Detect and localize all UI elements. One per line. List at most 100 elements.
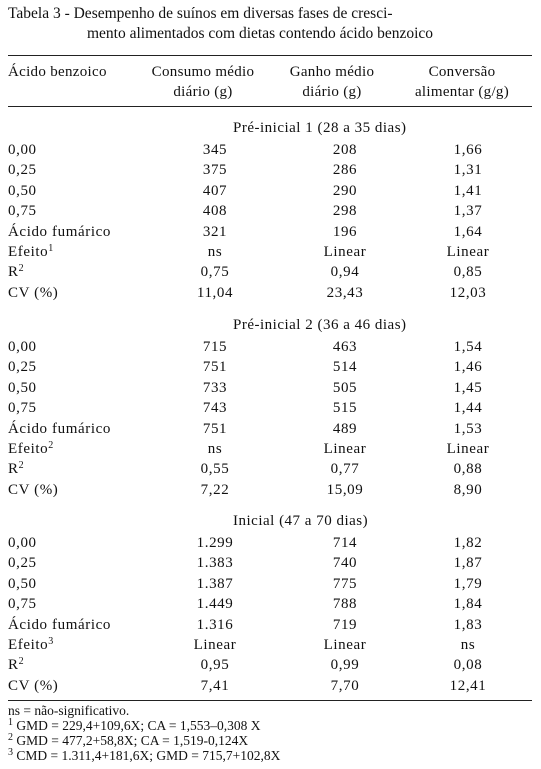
table-row: R2 0,95 0,99 0,08 — [8, 655, 532, 676]
row-label-superscript: 2 — [48, 440, 54, 451]
ganho-medio-value: 775 — [332, 575, 358, 592]
conversao-alimentar-value: Linear — [446, 244, 490, 260]
row-label-text: 0,00 — [8, 142, 37, 158]
row-label: 0,00 — [8, 140, 37, 161]
footnote-2-text: GMD = 477,2+58,8X; CA = 1,519-0,124X — [13, 733, 249, 748]
conversao-alimentar-value: 1,82 — [453, 535, 483, 551]
table-row: 0,00 1.299 714 1,82 — [8, 533, 532, 554]
row-label: Ácido fumárico — [8, 615, 111, 636]
table-row: 0,25 1.383 740 1,87 — [8, 553, 532, 574]
section-title: Pré-inicial 1 (28 a 35 dias) — [233, 120, 407, 136]
ganho-medio-value: 489 — [332, 420, 358, 437]
section-title: Pré-inicial 2 (36 a 46 dias) — [233, 317, 407, 333]
ganho-medio-value: Linear — [323, 244, 367, 260]
row-label: 0,00 — [8, 533, 37, 554]
conversao-alimentar-value: 1,37 — [453, 203, 483, 220]
consumo-medio-value: 345 — [202, 142, 228, 158]
ganho-medio-value: 788 — [332, 596, 358, 613]
footnote-1: 1 GMD = 229,4+109,6X; CA = 1,553–0,308 X — [8, 718, 280, 734]
consumo-medio-value: 375 — [202, 162, 228, 179]
ganho-medio-value: 15,09 — [326, 481, 364, 498]
row-label-text: R — [8, 657, 19, 674]
conversao-alimentar-value: 12,03 — [449, 284, 487, 301]
header-consumo-line1: Consumo médio — [151, 64, 255, 80]
consumo-medio-value: 715 — [202, 339, 228, 355]
row-label-text: 0,00 — [8, 535, 37, 551]
footnote-1-text: GMD = 229,4+109,6X; CA = 1,553–0,308 X — [13, 718, 261, 733]
footnote-3: 3 CMD = 1.311,4+181,6X; GMD = 715,7+102,… — [8, 747, 281, 764]
table-row: Ácido fumárico 751 489 1,53 — [8, 419, 532, 440]
row-label-text: 0,50 — [8, 575, 37, 592]
header-acido-benzoico: Ácido benzoico — [8, 64, 107, 80]
row-label-superscript: 3 — [48, 636, 54, 647]
table-row: R2 0,75 0,94 0,85 — [8, 262, 532, 283]
table-row: Ácido fumárico 321 196 1,64 — [8, 222, 532, 243]
conversao-alimentar-value: 8,90 — [453, 481, 483, 498]
ganho-medio-value: 298 — [332, 203, 358, 220]
table-row: 0,50 1.387 775 1,79 — [8, 574, 532, 595]
consumo-medio-value: 0,95 — [200, 657, 230, 674]
row-label-text: 0,25 — [8, 162, 37, 179]
consumo-medio-value: Linear — [193, 637, 237, 653]
caption-line-2: mento alimentados com dietas contendo ác… — [87, 25, 434, 42]
row-label-text: CV (%) — [8, 284, 59, 301]
row-label: Efeito2 — [8, 439, 54, 460]
row-label: 0,50 — [8, 574, 37, 595]
row-label-text: 0,75 — [8, 203, 37, 220]
row-label-text: 0,00 — [8, 339, 37, 355]
row-label-text: R — [8, 461, 19, 478]
consumo-medio-value: 1.383 — [196, 555, 234, 572]
bottom-rule — [8, 700, 532, 701]
table-row: 0,75 743 515 1,44 — [8, 398, 532, 419]
row-label: Ácido fumárico — [8, 419, 111, 440]
conversao-alimentar-value: 1,53 — [453, 420, 483, 437]
ganho-medio-value: 714 — [332, 535, 358, 551]
footnote-3-marker: 3 — [8, 747, 13, 758]
row-label: R2 — [8, 655, 24, 676]
row-label: 0,25 — [8, 160, 37, 181]
conversao-alimentar-value: 1,54 — [453, 339, 483, 355]
row-label-text: 0,75 — [8, 596, 37, 613]
row-label: 0,75 — [8, 594, 37, 615]
consumo-medio-value: 321 — [202, 223, 228, 240]
table-row: R2 0,55 0,77 0,88 — [8, 459, 532, 480]
row-label: 0,75 — [8, 398, 37, 419]
table-row: 0,25 751 514 1,46 — [8, 357, 532, 378]
conversao-alimentar-value: 1,46 — [453, 359, 483, 376]
footnote-3-text: CMD = 1.311,4+181,6X; GMD = 715,7+102,8X — [13, 748, 281, 763]
footnote-2-marker: 2 — [8, 732, 13, 743]
table-row: 0,50 407 290 1,41 — [8, 181, 532, 202]
row-label-text: 0,50 — [8, 379, 37, 396]
conversao-alimentar-value: Linear — [446, 441, 490, 457]
ganho-medio-value: 23,43 — [326, 284, 364, 301]
row-label: R2 — [8, 459, 24, 480]
row-label-text: Ácido fumárico — [8, 420, 111, 437]
ganho-medio-value: 505 — [332, 379, 358, 396]
ganho-medio-value: Linear — [323, 441, 367, 457]
row-label-text: 0,75 — [8, 400, 37, 417]
row-label: 0,00 — [8, 337, 37, 358]
conversao-alimentar-value: 1,45 — [453, 379, 483, 396]
ganho-medio-value: 290 — [332, 182, 358, 199]
row-label: CV (%) — [8, 676, 58, 697]
conversao-alimentar-value: 1,84 — [453, 596, 483, 613]
row-label: 0,25 — [8, 357, 37, 378]
conversao-alimentar-value: ns — [460, 637, 476, 653]
consumo-medio-value: 408 — [202, 203, 228, 220]
row-label-superscript: 2 — [18, 460, 25, 472]
consumo-medio-value: 0,55 — [200, 461, 230, 478]
consumo-medio-value: 743 — [202, 400, 228, 417]
row-label: 0,50 — [8, 181, 37, 202]
row-label-superscript: 2 — [18, 263, 25, 275]
header-consumo-medio: Consumo médio diário (g) — [138, 62, 268, 102]
row-label-text: 0,25 — [8, 359, 37, 376]
ganho-medio-value: Linear — [323, 637, 367, 653]
conversao-alimentar-value: 1,31 — [453, 162, 483, 179]
header-ganho-medio: Ganho médio diário (g) — [277, 62, 387, 102]
consumo-medio-value: 0,75 — [200, 264, 230, 281]
consumo-medio-value: 751 — [202, 420, 228, 437]
conversao-alimentar-value: 1,66 — [453, 142, 483, 158]
consumo-medio-value: ns — [207, 244, 223, 260]
footnote-ns: ns = não-significativo. — [8, 703, 130, 718]
header-consumo-line2: diário (g) — [173, 84, 233, 100]
